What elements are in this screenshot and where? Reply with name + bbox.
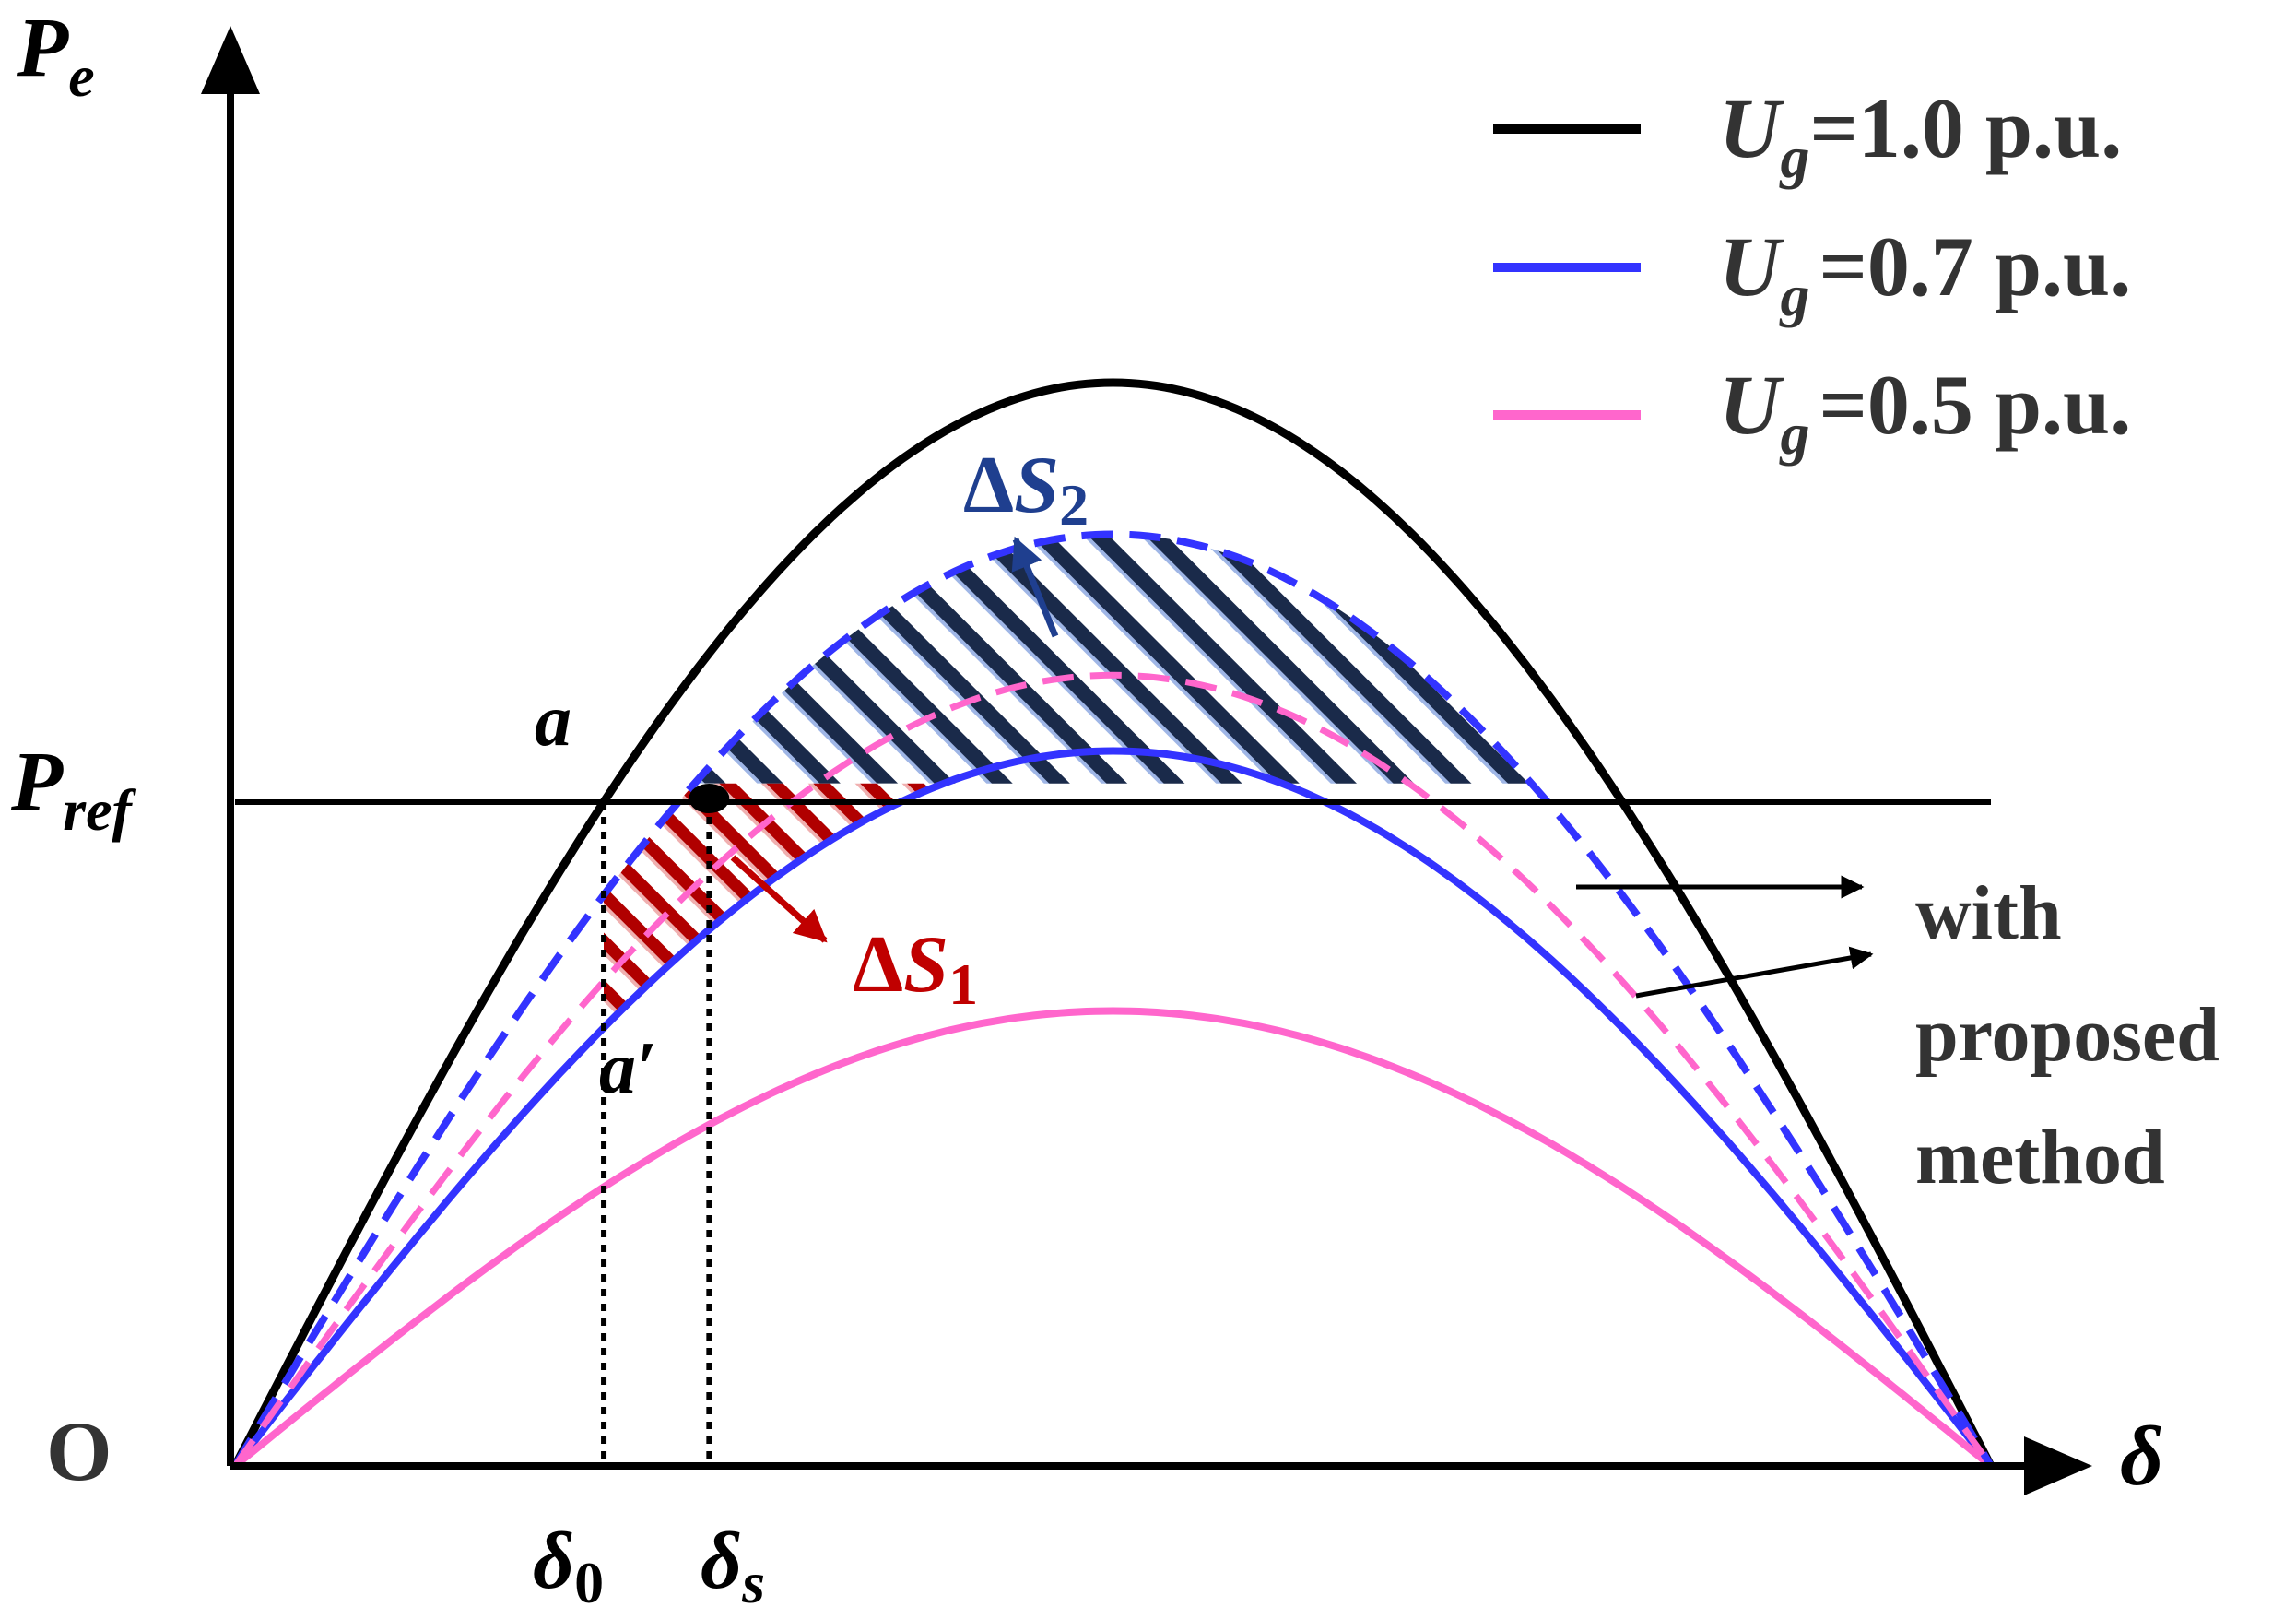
with-proposed-label-2: proposed <box>1915 992 2219 1078</box>
curve-ug-0-7 <box>231 747 1995 1469</box>
curve-ug-0-5 <box>232 1007 1994 1470</box>
pref-label: Pref <box>10 734 137 843</box>
delta-s1-area <box>604 783 944 1028</box>
point-a-label: a <box>535 680 571 762</box>
y-axis-arrow <box>201 26 260 94</box>
curve-ug-0-5-proposed <box>232 671 1994 1469</box>
legend-label-ug05: Ug =0.5 p.u. <box>1719 358 2131 467</box>
ds1-label: ΔS1 <box>853 920 978 1017</box>
point-a-prime-label: a′ <box>599 1028 657 1109</box>
deltas-label: δs <box>701 1517 765 1615</box>
y-axis-label: Pe <box>16 0 95 109</box>
ds2-label: ΔS2 <box>963 441 1089 538</box>
operating-point <box>689 784 730 813</box>
x-axis-arrow <box>2024 1436 2092 1495</box>
ds2-arrow <box>1011 536 1059 638</box>
delta0-label: δ0 <box>533 1517 604 1615</box>
with-proposed-label-3: method <box>1915 1115 2165 1200</box>
delta-s2-area <box>694 534 1532 784</box>
with-arrow-lower <box>1635 946 1874 999</box>
legend-label-ug07: Ug =0.7 p.u. <box>1719 219 2131 328</box>
with-proposed-label-1: with <box>1915 870 2062 956</box>
curve-ug-0-7-proposed <box>231 530 1995 1469</box>
legend-label-ug10: Ug=1.0 p.u. <box>1719 81 2122 190</box>
curve-ug-1-0 <box>230 378 1996 1469</box>
origin-label: O <box>46 1404 112 1498</box>
x-axis-label: δ <box>2120 1409 2163 1503</box>
ds1-arrow <box>730 855 828 943</box>
